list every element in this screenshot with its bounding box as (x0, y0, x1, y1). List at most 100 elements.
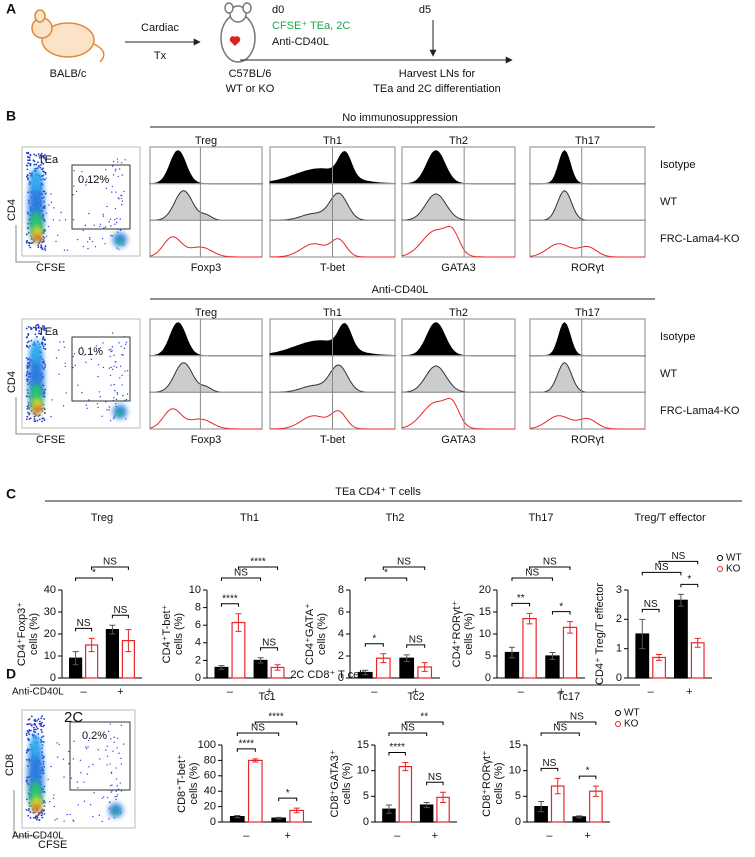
bar (522, 617, 537, 679)
marker-label: T-bet (320, 262, 345, 274)
flow-dot (124, 370, 126, 372)
flow-dot (109, 355, 111, 358)
error-bar (218, 665, 225, 670)
flow-dot (37, 733, 40, 735)
flow-dot (36, 815, 38, 818)
flow-density (34, 233, 41, 242)
flow-dot (25, 164, 28, 167)
flow-dot (89, 238, 91, 241)
y-tick-label: 6 (195, 619, 201, 631)
flow-dot (63, 820, 65, 822)
axis-label: CFSE (38, 839, 67, 851)
y-axis-label: cells (%) (463, 613, 475, 655)
flow-dot (26, 239, 29, 242)
panel-title: TEa CD4⁺ T cells (335, 486, 421, 498)
flow-dot (34, 333, 37, 336)
histogram-frame (529, 318, 646, 430)
significance-label: * (372, 633, 376, 644)
flow-dot (42, 760, 45, 763)
flow-dot (106, 409, 108, 411)
flow-dot (25, 776, 28, 779)
error-bar (508, 646, 515, 659)
flow-dot (41, 248, 44, 251)
flow-dot (37, 161, 39, 164)
marker-label: Foxp3 (191, 434, 222, 446)
significance-bracket (540, 732, 580, 736)
flow-dot (28, 412, 31, 415)
flow-dot (121, 197, 123, 199)
y-tick-label: 4 (338, 628, 344, 640)
flow-dot (59, 219, 61, 222)
histogram (401, 150, 516, 185)
significance-bracket (237, 566, 279, 570)
chart-title: Tc1 (258, 691, 275, 703)
flow-dot (32, 811, 35, 814)
panel-letter: C (6, 486, 16, 502)
flow-dot (50, 415, 52, 418)
flow-dot (93, 224, 95, 227)
significance-bracket (278, 797, 298, 802)
flow-dot (123, 347, 126, 349)
flow-dot (116, 796, 118, 798)
flow-dot (53, 207, 55, 209)
error-bar (293, 807, 300, 814)
flow-dot (87, 746, 89, 748)
flow-dot (38, 156, 41, 159)
y-tick-label: 3 (616, 584, 622, 596)
flow-dot (96, 402, 99, 405)
flow-dot (66, 813, 68, 816)
y-axis-label: cells (%) (341, 762, 353, 804)
flow-dot (115, 402, 117, 405)
flow-dot (125, 418, 127, 420)
flow-dot (110, 235, 112, 237)
significance-label: NS (655, 562, 669, 573)
error-bar (576, 815, 583, 819)
gate-label: TEa (38, 154, 59, 166)
x-axis-label: Anti-CD40L (12, 687, 64, 698)
flow-dot (35, 335, 38, 338)
flow-dot (85, 746, 87, 748)
flow-dot (29, 164, 32, 167)
flow-dot (25, 749, 28, 752)
flow-dot (52, 797, 55, 800)
flow-dot (111, 185, 114, 188)
flow-dot (38, 414, 41, 417)
flow-dot (83, 781, 85, 783)
flow-dot (120, 194, 122, 197)
flow-dot (47, 225, 50, 228)
flow-plot (21, 709, 136, 829)
flow-dot (111, 346, 114, 348)
flow-dot (36, 323, 39, 326)
significance-bracket (658, 560, 699, 565)
flow-dot (26, 341, 29, 344)
flow-dot (41, 420, 43, 423)
significance-bracket (75, 627, 93, 632)
significance-label: NS (397, 557, 411, 568)
flow-dot (29, 174, 32, 177)
flow-dot (86, 407, 88, 410)
y-tick-label: 0 (485, 672, 491, 684)
flow-dot (85, 180, 88, 183)
flow-dot (31, 733, 34, 736)
axis-corner (15, 397, 40, 435)
flow-dot (25, 152, 28, 154)
y-tick-label: 10 (357, 765, 369, 777)
significance-bracket (75, 577, 113, 581)
flow-dot (112, 174, 115, 176)
flow-dot (42, 328, 45, 331)
flow-dot (86, 179, 88, 181)
flow-dot (26, 155, 29, 158)
flow-dot (123, 190, 125, 193)
flow-dot (111, 165, 114, 167)
flow-dot (40, 246, 42, 249)
bar (247, 759, 263, 823)
flow-dot (108, 367, 111, 369)
flow-dot (28, 156, 31, 159)
flow-dot (33, 418, 36, 420)
flow-dot (25, 758, 28, 761)
significance-label: NS (409, 635, 423, 646)
bar (690, 642, 705, 679)
flow-dot (66, 249, 69, 251)
flow-dot (44, 245, 47, 247)
significance-label: NS (428, 772, 442, 783)
